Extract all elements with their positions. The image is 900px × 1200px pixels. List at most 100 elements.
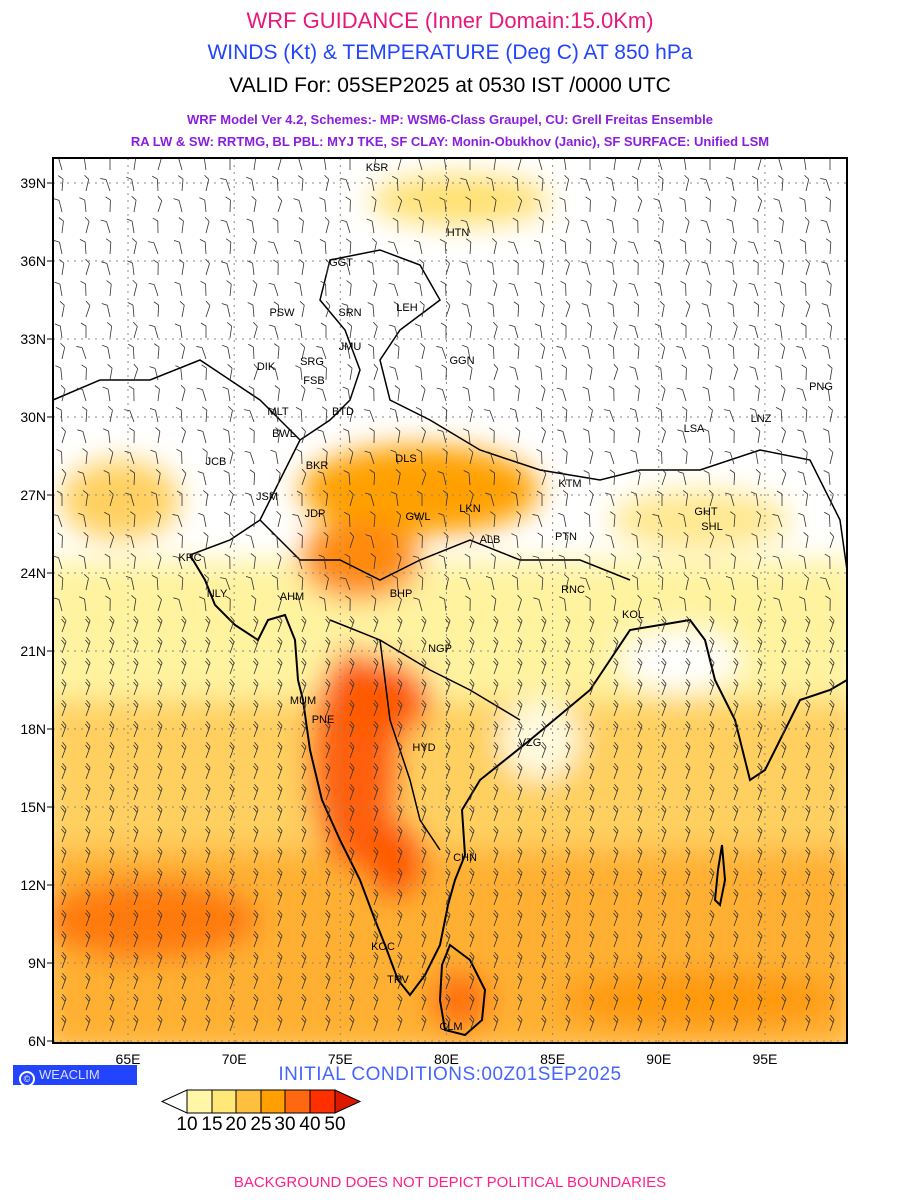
wind-barb [205,636,211,654]
wind-barb [589,909,595,927]
wind-barb [532,555,543,570]
wind-barb [205,678,211,696]
wind-barb [345,238,352,255]
wind-barb [637,1014,643,1032]
wind-barb [469,888,475,906]
wind-barb [421,993,427,1011]
wind-barb [321,364,327,381]
city-label: HTN [447,227,470,239]
wind-barb [349,783,355,801]
wind-barb [661,993,667,1011]
wind-barb [709,1014,715,1032]
wind-barb [756,552,762,570]
wind-barb [781,846,787,864]
wind-barb [445,636,451,654]
wind-barb [757,678,763,696]
wind-barb [637,930,643,948]
wind-barb [637,657,643,675]
wind-barb [198,512,207,528]
wind-barb [659,301,665,318]
wind-barb [438,158,447,171]
wind-barb [297,574,304,591]
wind-barb [517,909,523,927]
wind-barb [780,342,786,360]
wind-barb [704,511,711,528]
wind-barb [658,217,664,234]
wind-barb [301,804,307,822]
wind-barb [85,762,91,780]
wind-barb [109,993,115,1011]
wind-barb [829,930,835,948]
wind-barb [797,471,807,486]
wind-barb [829,888,835,906]
wind-barb [613,762,619,780]
wind-barb [229,678,235,696]
wind-barb [418,217,424,234]
wind-barb [205,615,211,633]
wind-barb [757,657,763,675]
wind-barb [181,909,187,927]
wind-barb [253,909,259,927]
wind-barb [539,259,545,276]
wind-barb [396,552,402,570]
wind-barb [181,930,187,948]
wind-barb [54,281,63,297]
wind-barb [541,909,547,927]
wind-barb [805,909,811,927]
wind-barb [58,175,64,192]
wind-barb [826,322,833,339]
wind-barb [199,197,207,213]
wind-barb [101,303,111,318]
wind-barb [613,615,619,633]
wind-barb [565,741,571,759]
wind-barbs [53,158,835,1032]
wind-barb [829,615,835,633]
wind-barb [157,867,163,885]
wind-barb [469,762,475,780]
wind-barb [533,198,543,213]
wind-barb [85,825,91,843]
wind-barb [709,804,715,822]
wind-barb [181,951,187,969]
wind-barb [517,972,523,990]
wind-barb [565,615,571,633]
wind-barb [438,554,447,570]
wind-barb [805,258,810,276]
wind-barb [559,239,567,255]
wind-barb [725,575,735,591]
wind-barb [681,406,688,423]
wind-barb [445,951,451,969]
wind-barb [562,448,568,465]
colorbar-box [211,1089,237,1114]
wind-barb [469,993,475,1011]
wind-barb [388,324,399,339]
wind-barb [778,175,784,192]
wind-barb [587,405,593,423]
wind-barb [156,510,162,528]
wind-barb [364,492,375,507]
wind-barb [277,158,282,171]
wind-barb [589,993,595,1011]
wind-barb [585,595,591,612]
wind-barb [197,429,207,444]
wind-barb [248,385,255,402]
wind-barb [325,762,331,780]
wind-barb [349,909,355,927]
wind-barb [637,804,643,822]
wind-barb [776,490,783,506]
lat-label: 15N [20,799,46,815]
wind-barb [181,888,187,906]
wind-barb [229,909,235,927]
colorbar-box [260,1089,286,1114]
wind-barb [589,489,594,507]
city-label: KOC [371,941,395,953]
wind-barb [491,196,497,213]
wind-barb [157,972,163,990]
wind-barb [661,804,667,822]
wind-barb [317,429,327,444]
wind-barb [464,553,471,570]
wind-barb [511,533,519,549]
wind-barb [733,867,739,885]
wind-barb [179,259,185,276]
colorbar-box [284,1089,311,1114]
